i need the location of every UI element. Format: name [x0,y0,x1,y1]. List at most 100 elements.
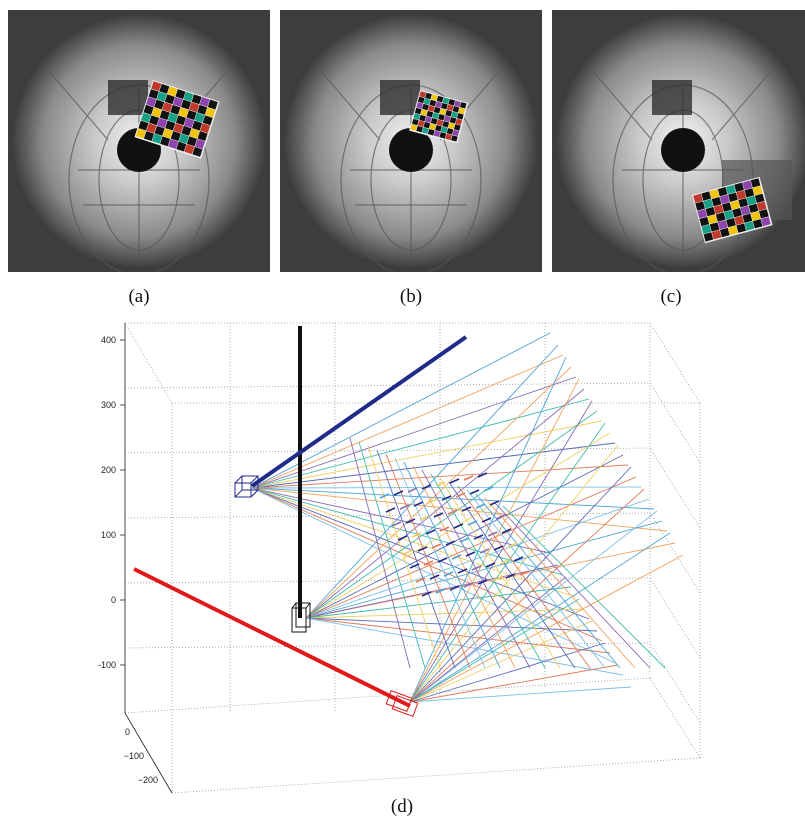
projection-ray [251,398,590,489]
projection-ray [409,554,684,703]
projection-ray [251,487,564,576]
projection-ray [439,477,561,669]
projection-ray [305,410,598,619]
projection-ray [305,617,624,676]
pattern-point [439,526,450,532]
pattern-point [491,576,502,582]
pattern-point [429,574,440,580]
pattern-point [481,517,492,523]
projection-ray [409,576,567,703]
projection-ray [305,344,559,619]
projection-ray [251,464,629,489]
projection-ray [305,454,624,619]
z-tick-label: -100 [98,660,116,670]
pattern-point [447,509,458,515]
y-tick-label: 0 [125,727,130,737]
pattern-point [485,562,496,568]
projection-ray [484,497,636,669]
pattern-point [397,535,408,541]
pattern-point [441,495,452,501]
pattern-point [505,573,516,579]
projection-ray [409,532,671,703]
pattern-point [423,560,434,566]
projection-ray [457,485,591,669]
projection-ray [376,449,456,669]
pattern-point [507,542,518,548]
projection-ray [251,487,590,620]
pattern-point [461,506,472,512]
pattern-point [451,554,462,560]
pattern-point [405,518,416,524]
projection-ray [409,378,580,703]
projection-ray [475,493,621,669]
caption-c: (c) [660,286,682,307]
pattern-point [501,528,512,534]
fisheye-image-b [280,10,542,272]
pattern-point [459,537,470,543]
projection-ray [251,420,603,489]
projection-ray [385,453,471,669]
projection-ray [409,444,619,703]
projection-ray [409,686,632,703]
pattern-point [475,503,486,509]
y-tick-label: −100 [124,751,144,761]
projection-ray [305,498,650,619]
pattern-point [391,521,402,527]
projection-ray [409,488,645,703]
pattern-point [493,545,504,551]
caption-d: (d) [390,796,414,817]
projection-ray [305,608,585,619]
projection-ray [409,356,567,703]
pattern-point [421,484,432,490]
projection-ray [305,520,663,619]
pattern-point [427,498,438,504]
pattern-point [431,543,442,549]
red-camera-axis [133,567,411,708]
z-tick-label: 100 [101,530,116,540]
pattern-point [499,559,510,565]
pattern-point [479,548,490,554]
projection-ray [409,466,632,703]
caption-b: (b) [399,286,423,307]
pattern-point [489,500,500,506]
pattern-point [411,532,422,538]
pattern-point [453,523,464,529]
pattern-point [455,492,466,498]
projection-ray [251,442,616,489]
projection-ray [305,617,611,654]
projection-ray [409,620,593,703]
projection-ray [430,473,546,669]
z-tick-label: 0 [111,595,116,605]
pattern-point [379,493,390,499]
fisheye-image-c [552,10,805,272]
blue-camera-axis [250,335,468,488]
pattern-point [399,504,410,510]
pattern-point [469,489,480,495]
projection-ray [251,487,577,598]
z-tick-label: 200 [101,465,116,475]
projection-ray [412,465,516,669]
y-tick-label: −200 [138,775,158,785]
pattern-point [417,546,428,552]
pattern-point [443,571,454,577]
z-tick-label: 400 [101,335,116,345]
pattern-point [471,565,482,571]
pattern-point [513,556,524,562]
pattern-point [487,531,498,537]
projection-ray [305,366,572,619]
pattern-point [445,540,456,546]
pattern-point [415,577,426,583]
pattern-point [437,557,448,563]
pattern-point [403,549,414,555]
projection-ray [251,376,577,489]
fisheye-image-a [8,10,270,272]
projection-ray [305,388,585,619]
projection-ray [394,457,486,669]
pattern-point [477,579,488,585]
projection-ray [409,422,606,703]
caption-a: (a) [128,286,150,307]
projection-ray [409,664,619,703]
pattern-point [457,568,468,574]
pattern-point [413,501,424,507]
pattern-point [473,534,484,540]
